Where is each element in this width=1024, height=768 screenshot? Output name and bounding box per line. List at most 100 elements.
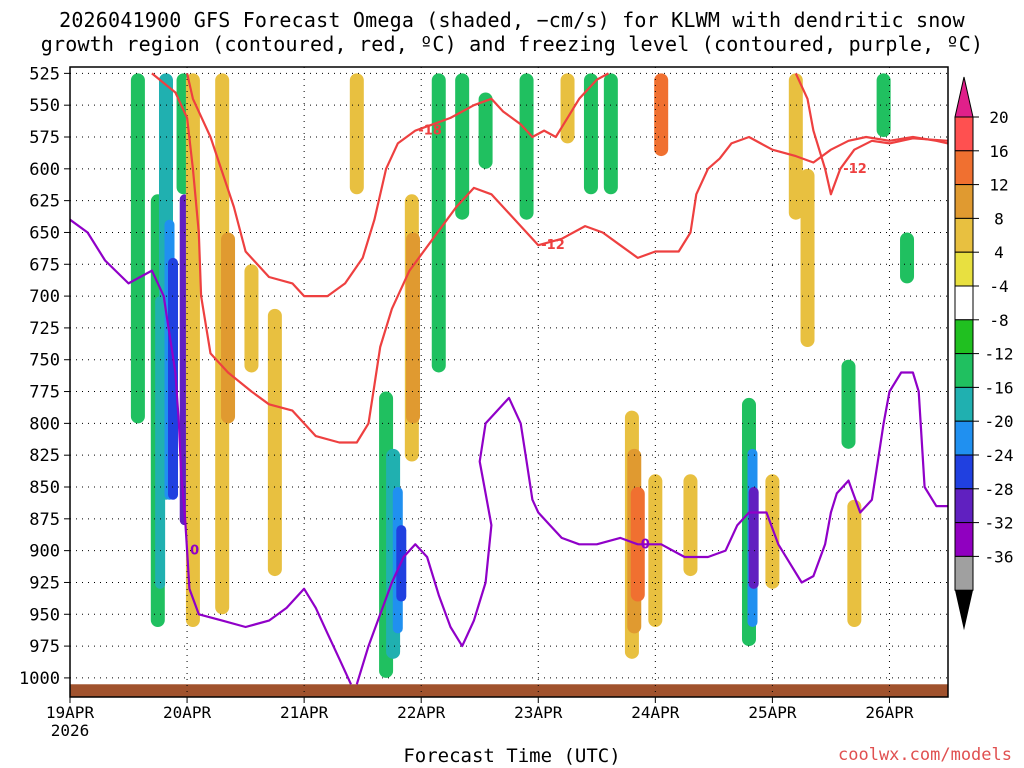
credit-text: coolwx.com/models (838, 745, 1012, 765)
colorbar-segment (954, 522, 974, 557)
axes: 525 550 575 600 625 650 675 700 725 750 775 800 825 8… (19, 64, 949, 740)
omega-feature (267, 308, 282, 577)
colorbar-segment (954, 555, 974, 591)
colorbar-tick-label: 4 (994, 243, 1004, 262)
x-tick-label: 26APR (865, 703, 914, 722)
colorbar-segment (954, 285, 974, 321)
x-tick-label: 20APR (163, 703, 212, 722)
colorbar-segment (954, 420, 974, 456)
colorbar-tick-label: -32 (985, 514, 1014, 533)
y-tick-label: 1000 (19, 669, 60, 689)
x-axis-label: Forecast Time (UTC) (403, 745, 621, 767)
colorbar-segment (954, 386, 974, 422)
colorbar-tick-label: 16 (989, 142, 1008, 161)
omega-feature (603, 73, 618, 195)
contours: -18 -12 -12 0 0 (69, 72, 949, 685)
omega-feature (406, 232, 421, 424)
omega-feature (478, 92, 493, 169)
colorbar-segment (954, 150, 974, 186)
x-tick-sublabel: 2026 (51, 721, 90, 740)
omega-feature (349, 73, 364, 195)
y-tick-label: 775 (29, 383, 60, 403)
omega-feature (847, 499, 862, 627)
x-tick-label: 24APR (631, 703, 680, 722)
ground-terrain (70, 684, 948, 697)
omega-feature (455, 73, 470, 220)
y-tick-label: 875 (29, 510, 60, 530)
y-tick-label: 825 (29, 446, 60, 466)
dgz-contour (794, 72, 949, 196)
omega-feature (788, 73, 803, 220)
colorbar-segment (954, 116, 974, 152)
colorbar-bottom-arrow (955, 590, 973, 631)
freezing-level-contour (69, 218, 352, 685)
y-tick-label: 800 (29, 414, 60, 434)
omega-feature (168, 257, 179, 500)
y-tick-label: 600 (29, 160, 60, 180)
freezing-level-contour-label: 0 (190, 544, 199, 559)
colorbar-tick-label: 20 (989, 108, 1008, 127)
omega-feature (841, 359, 856, 449)
omega-feature (560, 73, 575, 144)
omega-feature (431, 73, 446, 373)
y-tick-label: 650 (29, 223, 60, 243)
x-tick-label: 23APR (514, 703, 563, 722)
omega-feature (876, 73, 891, 137)
dgz-contour-label: -12 (541, 238, 565, 253)
omega-feature (654, 73, 669, 157)
colorbar-tick-label: -12 (985, 345, 1014, 364)
y-tick-label: 550 (29, 96, 60, 116)
omega-feature (800, 168, 815, 347)
colorbar-tick-label: -4 (989, 277, 1008, 296)
omega-feature (683, 474, 698, 577)
chart-title-line2: growth region (contoured, red, ºC) and f… (40, 32, 984, 56)
colorbar-segment (954, 319, 974, 355)
colorbar-top-arrow (954, 76, 974, 118)
colorbar-tick-label: 12 (989, 176, 1008, 195)
plot-frame (69, 66, 949, 698)
grid-lines (69, 67, 948, 697)
omega-feature (900, 232, 915, 284)
colorbar-segment (954, 488, 974, 524)
colorbar-segment (954, 251, 974, 287)
y-tick-label: 675 (29, 255, 60, 275)
y-tick-label: 625 (29, 192, 60, 212)
colorbar-tick-label: -16 (985, 378, 1014, 397)
x-tick-label: 25APR (748, 703, 797, 722)
dgz-contour (151, 72, 949, 444)
omega-shading (130, 73, 915, 678)
x-tick-label: 21APR (280, 703, 329, 722)
dgz-contour (186, 72, 610, 298)
freezing-level-contour (355, 371, 948, 685)
colorbar-segment (954, 217, 974, 253)
colorbar-tick-label: 8 (994, 209, 1004, 228)
omega-feature (583, 73, 598, 195)
omega-feature (748, 487, 759, 589)
y-tick-label: 750 (29, 351, 60, 371)
y-tick-label: 725 (29, 319, 60, 339)
dgz-contour-label: -18 (418, 124, 442, 139)
omega-feature (244, 264, 259, 373)
ground-fill (70, 684, 948, 697)
colorbar-tick-label: -36 (985, 547, 1014, 566)
colorbar-segment (954, 184, 974, 219)
colorbar-tick-label: -20 (985, 412, 1014, 431)
y-tick-label: 525 (29, 64, 60, 84)
dgz-contour-label: -12 (843, 162, 867, 177)
y-tick-label: 575 (29, 128, 60, 148)
y-tick-label: 925 (29, 573, 60, 593)
colorbar-segment (954, 454, 974, 490)
colorbar-tick-label: -24 (985, 446, 1014, 465)
colorbar-segment (954, 353, 974, 388)
y-tick-label: 950 (29, 605, 60, 625)
omega-feature (130, 73, 145, 424)
colorbar-tick-label: -28 (985, 480, 1014, 499)
y-tick-label: 850 (29, 478, 60, 498)
colorbar-tick-label: -8 (989, 311, 1008, 330)
colorbar: 20 16 12 8 4 -4 -8 -12 -16 -20 -24 -28 -32 -36 (954, 76, 1014, 631)
y-tick-label: 900 (29, 542, 60, 562)
omega-feature (648, 474, 663, 627)
omega-feature (519, 73, 534, 220)
freezing-level-contour-label: 0 (641, 537, 650, 552)
